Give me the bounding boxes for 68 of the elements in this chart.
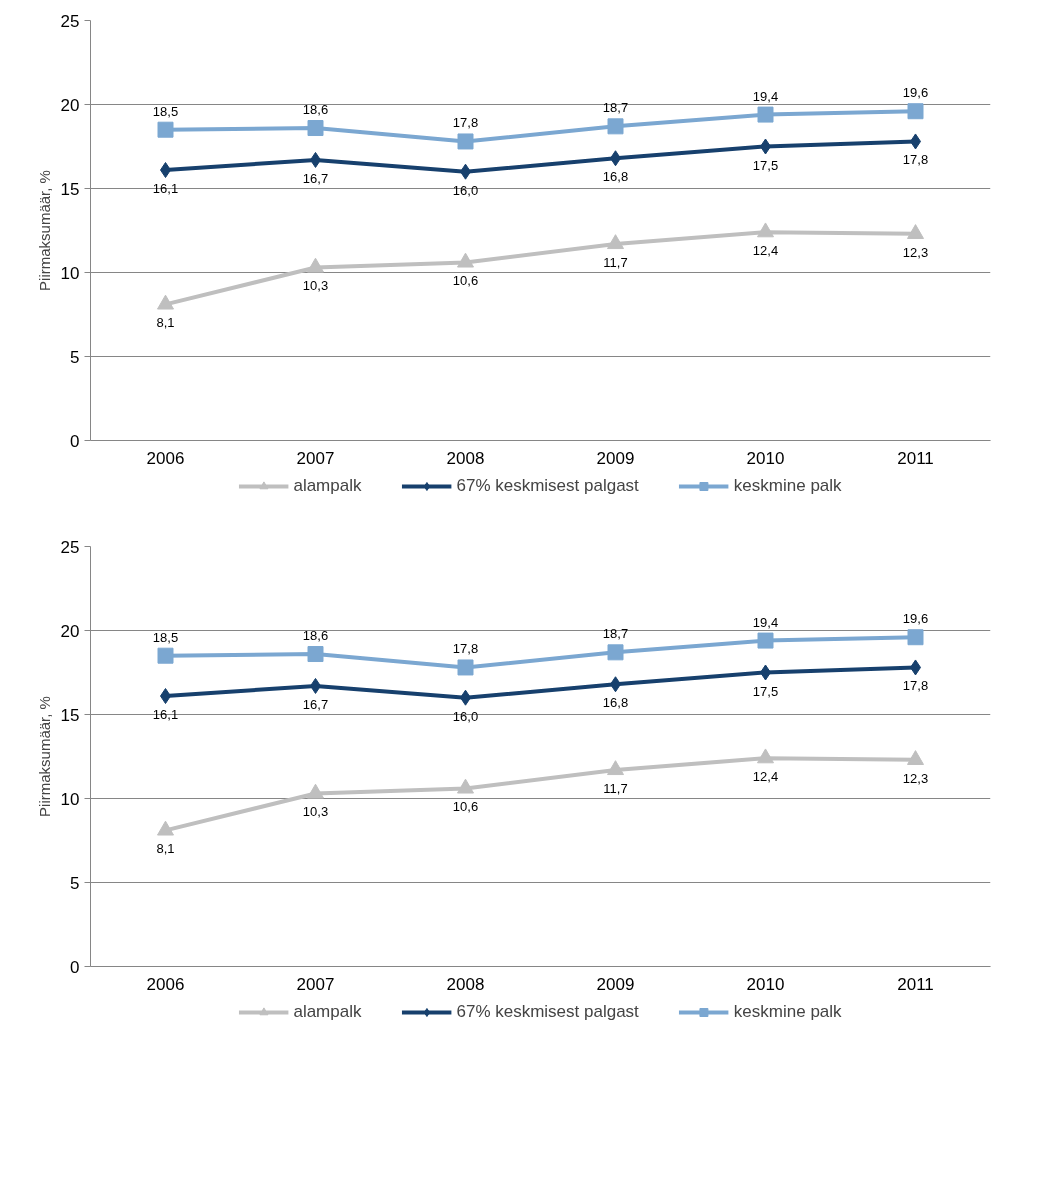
data-label: 12,3 [902, 770, 929, 786]
data-label: 16,0 [452, 708, 479, 724]
data-label: 19,4 [752, 614, 779, 630]
data-label: 16,8 [602, 695, 629, 711]
data-label: 16,0 [452, 182, 479, 198]
x-tick-label: 2006 [146, 974, 185, 994]
data-label: 17,8 [452, 641, 479, 657]
data-label: 8,1 [156, 315, 175, 331]
data-label: 16,1 [152, 707, 179, 723]
data-label: 16,8 [602, 169, 629, 185]
x-tick-label: 2009 [596, 974, 635, 994]
y-tick-label: 5 [70, 873, 80, 893]
legend-label: keskmine palk [733, 476, 842, 496]
data-label: 12,4 [752, 243, 779, 259]
data-label: 17,8 [902, 678, 929, 694]
data-label: 8,1 [156, 841, 175, 857]
y-tick-label: 5 [70, 347, 80, 367]
y-tick-label: 15 [60, 179, 80, 199]
legend-label: alampalk [293, 1002, 362, 1022]
data-label: 17,8 [902, 152, 929, 168]
data-label: 18,6 [302, 628, 329, 644]
data-label: 17,8 [452, 115, 479, 131]
data-label: 19,6 [902, 611, 929, 627]
data-label: 16,7 [302, 696, 329, 712]
data-label: 18,5 [152, 103, 179, 119]
data-label: 16,7 [302, 170, 329, 186]
data-label: 16,1 [152, 181, 179, 197]
data-label: 10,6 [452, 799, 479, 815]
x-tick-label: 2006 [146, 448, 185, 468]
data-label: 18,7 [602, 626, 629, 642]
y-tick-label: 25 [60, 537, 80, 557]
y-tick-label: 0 [70, 431, 80, 451]
x-tick-label: 2011 [897, 448, 934, 468]
y-tick-label: 25 [60, 11, 80, 31]
data-label: 12,4 [752, 769, 779, 785]
y-tick-label: 10 [60, 263, 80, 283]
data-label: 12,3 [902, 244, 929, 260]
data-label: 11,7 [603, 254, 628, 270]
x-tick-label: 2007 [296, 974, 335, 994]
x-tick-label: 2010 [746, 974, 785, 994]
y-tick-label: 10 [60, 789, 80, 809]
data-label: 18,6 [302, 102, 329, 118]
data-label: 19,6 [902, 85, 929, 101]
y-tick-label: 15 [60, 705, 80, 725]
x-tick-label: 2009 [596, 448, 635, 468]
x-tick-label: 2008 [446, 448, 485, 468]
legend-label: keskmine palk [733, 1002, 842, 1022]
data-label: 10,3 [302, 804, 329, 820]
x-tick-label: 2007 [296, 448, 335, 468]
y-tick-label: 20 [60, 95, 80, 115]
data-label: 17,5 [752, 683, 779, 699]
x-tick-label: 2008 [446, 974, 485, 994]
x-tick-label: 2011 [897, 974, 934, 994]
y-tick-label: 20 [60, 621, 80, 641]
y-axis-title: Piirmaksumäär, % [35, 170, 53, 291]
data-label: 10,6 [452, 273, 479, 289]
x-tick-label: 2010 [746, 448, 785, 468]
data-label: 10,3 [302, 278, 329, 294]
legend-label: alampalk [293, 476, 362, 496]
legend-label: 67% keskmisest palgast [456, 476, 639, 496]
data-label: 18,5 [152, 629, 179, 645]
data-label: 17,5 [752, 157, 779, 173]
y-tick-label: 0 [70, 957, 80, 977]
data-label: 19,4 [752, 88, 779, 104]
y-axis-title: Piirmaksumäär, % [35, 696, 53, 817]
data-label: 11,7 [603, 780, 628, 796]
legend-label: 67% keskmisest palgast [456, 1002, 639, 1022]
data-label: 18,7 [602, 100, 629, 116]
